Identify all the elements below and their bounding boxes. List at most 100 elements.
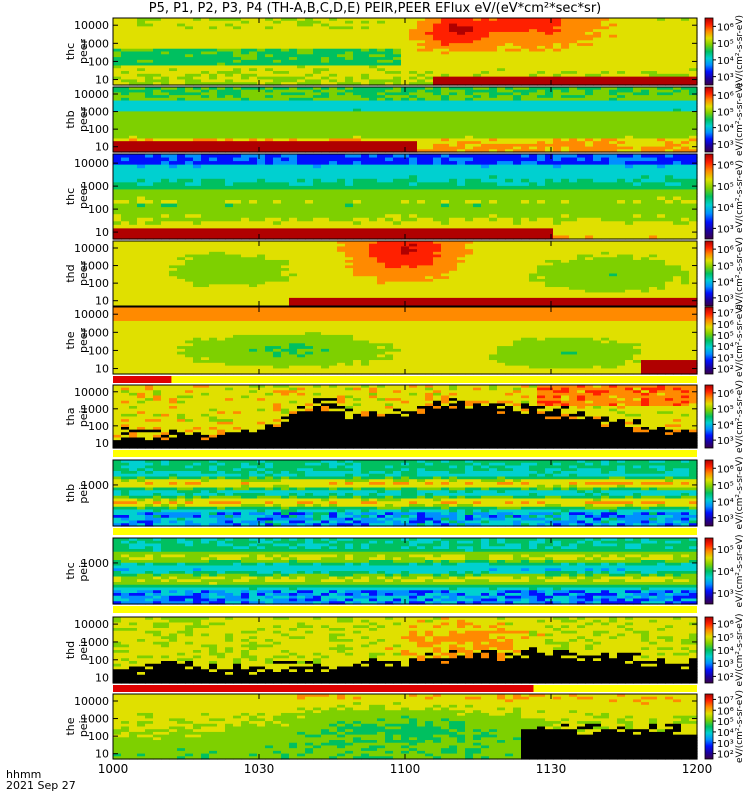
- heatmap-cell: [217, 228, 226, 232]
- heatmap-cell: [265, 221, 274, 225]
- heatmap-cell: [489, 232, 498, 236]
- heatmap-cell: [393, 182, 402, 186]
- heatmap-cell: [113, 179, 122, 183]
- heatmap-cell: [161, 225, 170, 229]
- heatmap-cell: [121, 211, 130, 215]
- heatmap-cell: [433, 154, 442, 158]
- heatmap-cell: [393, 189, 402, 193]
- heatmap-cell: [193, 218, 202, 222]
- heatmap-cell: [313, 165, 322, 169]
- heatmap-cell: [273, 172, 282, 176]
- heatmap-cell: [321, 179, 330, 183]
- heatmap-cell: [489, 172, 498, 176]
- heatmap-cell: [305, 228, 314, 232]
- heatmap-cell: [329, 197, 338, 201]
- heatmap-cell: [169, 168, 178, 172]
- heatmap-cell: [417, 193, 426, 197]
- heatmap-cell: [433, 221, 442, 225]
- heatmap-cell: [297, 211, 306, 215]
- heatmap-cell: [345, 228, 354, 232]
- heatmap-cell: [209, 175, 218, 179]
- heatmap-cell: [385, 232, 394, 236]
- heatmap-cell: [289, 228, 298, 232]
- heatmap-cell: [457, 200, 466, 204]
- colorbar-tick-label: 10⁶: [717, 22, 734, 33]
- heatmap-cell: [313, 189, 322, 193]
- heatmap-cell: [433, 158, 442, 162]
- heatmap-cell: [361, 186, 370, 190]
- heatmap-cell: [337, 225, 346, 229]
- heatmap-cell: [337, 221, 346, 225]
- heatmap-cell: [297, 214, 306, 218]
- heatmap-cell: [225, 182, 234, 186]
- heatmap-cell: [209, 186, 218, 190]
- heatmap-cell: [257, 232, 266, 236]
- heatmap-cell: [353, 211, 362, 215]
- heatmap-cell: [457, 189, 466, 193]
- heatmap-cell: [425, 221, 434, 225]
- heatmap-cell: [281, 154, 290, 158]
- heatmap-cell: [481, 225, 490, 229]
- heatmap-cell: [401, 172, 410, 176]
- heatmap-cell: [393, 158, 402, 162]
- y-tick-label: 100: [88, 123, 109, 136]
- heatmap-cell: [441, 182, 450, 186]
- heatmap-cell: [193, 228, 202, 232]
- heatmap-cell: [169, 232, 178, 236]
- heatmap-cell: [233, 200, 242, 204]
- heatmap-cell: [497, 168, 506, 172]
- heatmap-cell: [417, 211, 426, 215]
- heatmap-cell: [161, 218, 170, 222]
- heatmap-cell: [377, 197, 386, 201]
- heatmap-cell: [537, 221, 546, 225]
- heatmap-cell: [449, 232, 458, 236]
- heatmap-cell: [305, 197, 314, 201]
- heatmap-cell: [353, 204, 362, 208]
- heatmap-cell: [409, 197, 418, 201]
- heatmap-cell: [369, 186, 378, 190]
- heatmap-cell: [145, 211, 154, 215]
- heatmap-cell: [233, 161, 242, 165]
- heatmap-cell: [153, 197, 162, 201]
- heatmap-cell: [465, 168, 474, 172]
- heatmap-cell: [281, 232, 290, 236]
- heatmap-cell: [169, 197, 178, 201]
- heatmap-cell: [161, 221, 170, 225]
- heatmap-cell: [321, 232, 330, 236]
- heatmap-cell: [513, 179, 522, 183]
- heatmap-cell: [473, 172, 482, 176]
- heatmap-cell: [521, 165, 530, 169]
- heatmap-cell: [369, 200, 378, 204]
- heatmap-cell: [289, 179, 298, 183]
- heatmap-cell: [121, 158, 130, 162]
- heatmap-cell: [353, 161, 362, 165]
- heatmap-cell: [273, 232, 282, 236]
- heatmap-cell: [201, 218, 210, 222]
- heatmap-cell: [385, 225, 394, 229]
- heatmap-cell: [505, 232, 514, 236]
- heatmap-cell: [497, 182, 506, 186]
- heatmap-cell: [137, 154, 146, 158]
- heatmap-cell: [313, 197, 322, 201]
- heatmap-cell: [433, 161, 442, 165]
- heatmap-cell: [153, 221, 162, 225]
- heatmap-cell: [401, 221, 410, 225]
- heatmap-cell: [545, 165, 554, 169]
- heatmap-cell: [265, 225, 274, 229]
- heatmap-cell: [177, 168, 186, 172]
- heatmap-cell: [137, 172, 146, 176]
- heatmap-cell: [465, 232, 474, 236]
- heatmap-cell: [529, 200, 538, 204]
- y-axis-label: thb: [64, 110, 77, 128]
- heatmap-cell: [337, 200, 346, 204]
- heatmap-cell: [161, 214, 170, 218]
- heatmap-cell: [129, 218, 138, 222]
- heatmap-cell: [185, 182, 194, 186]
- heatmap-cell: [249, 186, 258, 190]
- heatmap-cell: [385, 200, 394, 204]
- heatmap-cell: [337, 182, 346, 186]
- heatmap-cell: [513, 165, 522, 169]
- heatmap-cell: [369, 168, 378, 172]
- heatmap-cell: [265, 211, 274, 215]
- heatmap-cell: [425, 158, 434, 162]
